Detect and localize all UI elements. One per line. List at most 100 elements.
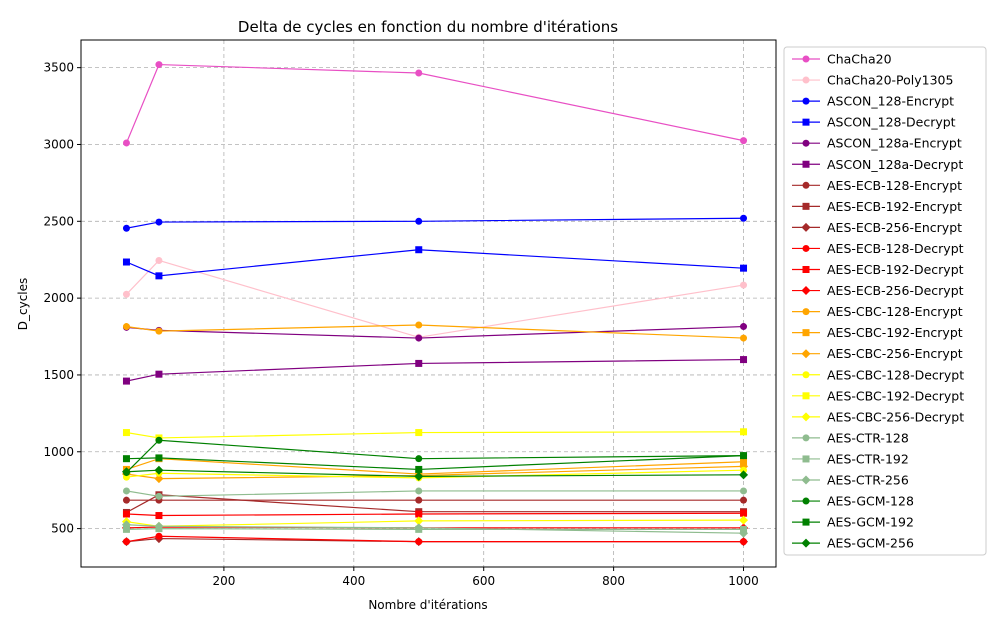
data-point [154, 521, 164, 531]
data-point [122, 510, 130, 518]
legend-swatch-marker [801, 349, 811, 359]
series-line [126, 431, 744, 439]
data-point [740, 487, 748, 495]
series-line [126, 439, 744, 473]
legend-swatch-marker [801, 538, 811, 548]
legend-item: ASCON_128-Encrypt [792, 94, 954, 109]
legend-swatch-marker [802, 518, 810, 526]
legend-label: AES-CTR-128 [827, 430, 909, 445]
data-point [154, 465, 164, 475]
x-tick-label: 600 [472, 574, 495, 588]
data-point [122, 525, 130, 533]
data-point [739, 515, 749, 525]
legend-swatch-marker [801, 412, 811, 422]
x-axis-ticks: 200 400 600 800 1000 [212, 567, 759, 588]
data-point [739, 470, 749, 480]
legend-swatch-marker [802, 118, 810, 126]
y-axis-label: D_cycles [16, 278, 30, 331]
y-tick-label: 2000 [43, 291, 74, 305]
data-point [740, 214, 748, 222]
y-tick-label: 500 [51, 522, 74, 536]
x-tick-label: 1000 [728, 574, 759, 588]
data-point [740, 281, 748, 289]
legend-item: AES-CBC-256-Encrypt [792, 346, 963, 361]
legend-swatch-marker [802, 202, 810, 210]
legend-label: AES-GCM-256 [827, 536, 914, 551]
legend-item: AES-CTR-128 [792, 430, 909, 445]
data-point [122, 224, 130, 232]
x-tick-label: 200 [212, 574, 235, 588]
data-point [122, 487, 130, 495]
data-point [414, 516, 424, 526]
data-point [122, 538, 130, 546]
legend-label: ASCON_128-Encrypt [827, 94, 954, 109]
legend-swatch-marker [801, 286, 811, 296]
grid [81, 40, 776, 567]
legend-swatch-marker [802, 329, 810, 337]
legend-item: AES-CTR-256 [792, 473, 909, 488]
series-aes-cbc-128-encrypt [122, 321, 748, 342]
legend-swatch-marker [802, 244, 810, 252]
series-line [126, 535, 744, 543]
legend-item: AES-CBC-128-Decrypt [792, 367, 964, 382]
series-line [125, 63, 744, 144]
legend-swatch-marker [802, 76, 810, 84]
series-aes-ctr-256 [121, 520, 749, 538]
series-chacha20 [122, 61, 748, 147]
legend-swatch-marker [802, 392, 810, 400]
series-aes-ctr-128 [122, 487, 748, 500]
data-point [414, 471, 424, 481]
legend-item: AES-ECB-256-Encrypt [792, 220, 962, 235]
series-line [126, 527, 744, 530]
series-aes-gcm-256 [121, 465, 749, 481]
data-point [415, 321, 423, 329]
series-line [126, 324, 744, 339]
data-point [122, 377, 130, 385]
data-point [155, 256, 163, 264]
legend: ChaCha20 ChaCha20-Poly1305 ASCON_128-Encry… [783, 46, 987, 556]
data-point [122, 323, 130, 331]
legend-item: AES-GCM-128 [792, 494, 914, 509]
data-point [740, 356, 748, 364]
data-point [740, 466, 748, 474]
legend-label: ChaCha20 [827, 52, 892, 67]
data-point [415, 538, 423, 546]
legend-label: AES-CBC-256-Decrypt [827, 409, 964, 424]
data-point [155, 370, 163, 378]
y-axis-ticks: 500 1000 1500 2000 2500 3000 3500 [43, 61, 81, 536]
data-point [122, 258, 130, 266]
data-point [415, 334, 423, 342]
data-point [155, 272, 163, 280]
legend-label: AES-GCM-128 [827, 494, 914, 509]
legend-label: AES-ECB-128-Decrypt [827, 241, 964, 256]
data-point [155, 218, 163, 226]
series-line [126, 519, 744, 527]
legend-label: ChaCha20-Poly1305 [827, 73, 953, 88]
series-line [126, 465, 744, 480]
legend-label: AES-CBC-128-Decrypt [827, 367, 964, 382]
series-line [126, 512, 744, 517]
data-point [155, 61, 163, 69]
data-point [415, 359, 423, 367]
data-point [122, 496, 130, 504]
data-point [740, 458, 748, 466]
legend-swatch-marker [802, 434, 810, 442]
legend-label: AES-ECB-192-Decrypt [827, 262, 964, 277]
data-point [122, 290, 130, 298]
legend-swatch-marker [802, 308, 810, 316]
series-aes-ecb-128-decrypt [122, 532, 748, 546]
legend-label: AES-CBC-128-Encrypt [827, 304, 963, 319]
legend-swatch-marker [802, 139, 810, 147]
data-point [740, 334, 748, 342]
data-point [155, 454, 163, 462]
series-ascon-128-decrypt [122, 246, 748, 280]
legend-label: AES-CBC-192-Encrypt [827, 325, 963, 340]
legend-item: AES-CBC-192-Encrypt [792, 325, 963, 340]
data-point [415, 429, 423, 437]
data-point [155, 436, 163, 444]
legend-item: ASCON_128a-Encrypt [792, 136, 962, 151]
y-tick-label: 2500 [43, 214, 74, 228]
legend-item: AES-CBC-192-Decrypt [792, 388, 964, 403]
series-line [126, 358, 744, 382]
